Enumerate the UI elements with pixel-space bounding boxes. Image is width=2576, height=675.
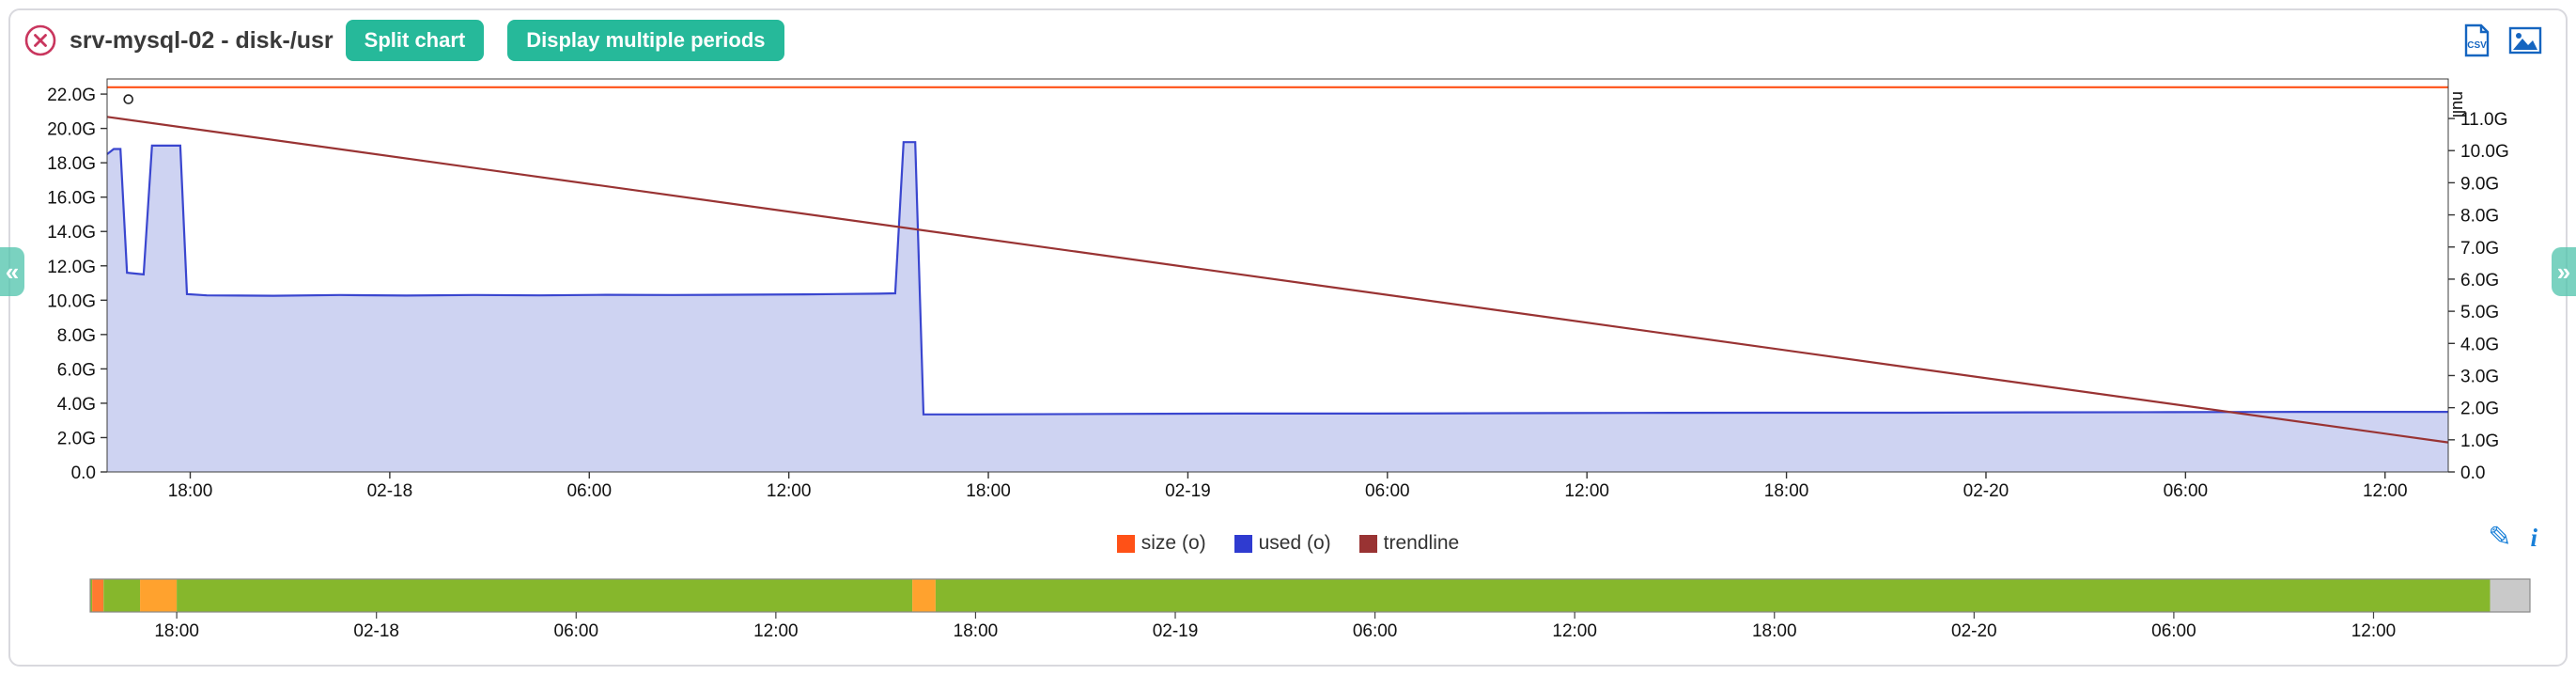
plot-frame (106, 78, 2449, 473)
minimap-bar[interactable] (89, 578, 2531, 613)
svg-text:18:00: 18:00 (966, 481, 1011, 501)
svg-text:4.0G: 4.0G (57, 395, 96, 415)
svg-text:2.0G: 2.0G (2460, 400, 2499, 419)
svg-text:1.0G: 1.0G (2460, 432, 2499, 451)
svg-text:3.0G: 3.0G (2460, 367, 2499, 386)
edit-icon[interactable]: ✎ (2488, 522, 2512, 553)
svg-text:18.0G: 18.0G (47, 154, 96, 174)
svg-text:6.0G: 6.0G (2460, 271, 2499, 290)
next-period-button[interactable]: » (2552, 247, 2576, 296)
axes: 0.0 2.0G 4.0G 6.0G 8.0G 10.0G 12.0G 14.0G 16.0G 1… (47, 86, 2509, 501)
svg-text:11.0G: 11.0G (2460, 110, 2507, 130)
svg-text:06:00: 06:00 (554, 621, 599, 641)
svg-text:18:00: 18:00 (168, 481, 213, 501)
info-icon[interactable]: i (2530, 524, 2537, 552)
svg-text:18:00: 18:00 (1752, 621, 1797, 641)
export-toolbar: CSV (2460, 23, 2543, 58)
chart-canvas[interactable]: 0.0 2.0G 4.0G 6.0G 8.0G 10.0G 12.0G 14.0G 16.0G 1… (10, 10, 2566, 665)
prev-period-button[interactable]: « (0, 247, 24, 296)
size-swatch (1116, 534, 1135, 553)
header: srv-mysql-02 - disk-/usr Split chart Dis… (23, 20, 784, 61)
legend-item-used: used (o) (1234, 532, 1331, 555)
svg-text:02-18: 02-18 (367, 481, 413, 501)
image-export-icon[interactable] (2507, 24, 2543, 56)
csv-export-icon[interactable]: CSV (2460, 23, 2492, 58)
trendline-swatch (1358, 534, 1377, 553)
svg-text:8.0G: 8.0G (2460, 207, 2499, 227)
null-label: null (2449, 91, 2468, 118)
svg-text:02-19: 02-19 (1153, 621, 1199, 641)
svg-text:02-20: 02-20 (1963, 481, 2010, 501)
svg-text:12:00: 12:00 (753, 621, 799, 641)
svg-text:02-18: 02-18 (353, 621, 399, 641)
legend-item-size: size (o) (1116, 532, 1206, 555)
display-multiple-periods-button[interactable]: Display multiple periods (507, 20, 784, 61)
svg-text:06:00: 06:00 (566, 481, 612, 501)
o-marker (123, 94, 133, 104)
svg-text:18:00: 18:00 (154, 621, 199, 641)
svg-text:12:00: 12:00 (2363, 481, 2408, 501)
svg-text:18:00: 18:00 (1764, 481, 1809, 501)
svg-text:12:00: 12:00 (1552, 621, 1597, 641)
close-icon[interactable] (23, 24, 57, 57)
chart-panel: 0.0 2.0G 4.0G 6.0G 8.0G 10.0G 12.0G 14.0G 16.0G 1… (0, 8, 2576, 667)
svg-text:8.0G: 8.0G (57, 326, 96, 346)
svg-text:06:00: 06:00 (1353, 621, 1398, 641)
svg-text:5.0G: 5.0G (2460, 303, 2499, 322)
legend-label-trendline: trendline (1383, 532, 1460, 554)
svg-text:02-20: 02-20 (1951, 621, 1997, 641)
svg-text:06:00: 06:00 (2151, 621, 2196, 641)
svg-text:0.0: 0.0 (71, 463, 96, 483)
svg-text:14.0G: 14.0G (47, 223, 96, 243)
svg-text:10.0G: 10.0G (47, 291, 96, 311)
svg-text:0.0: 0.0 (2460, 463, 2485, 483)
svg-text:7.0G: 7.0G (2460, 239, 2499, 259)
svg-text:4.0G: 4.0G (2460, 335, 2499, 354)
split-chart-button[interactable]: Split chart (345, 20, 485, 61)
svg-text:16.0G: 16.0G (47, 189, 96, 209)
svg-text:06:00: 06:00 (2164, 481, 2209, 501)
legend: size (o) used (o) trendline (10, 532, 2566, 555)
chart-actions: ✎ i (2488, 522, 2541, 553)
svg-text:CSV: CSV (2467, 40, 2487, 51)
svg-text:6.0G: 6.0G (57, 360, 96, 380)
svg-text:22.0G: 22.0G (47, 86, 96, 105)
legend-label-size: size (o) (1141, 532, 1206, 554)
svg-text:12.0G: 12.0G (47, 258, 96, 277)
svg-text:2.0G: 2.0G (57, 429, 96, 448)
svg-text:06:00: 06:00 (1365, 481, 1410, 501)
page-title: srv-mysql-02 - disk-/usr (70, 26, 334, 54)
minimap-axis: 18:00 02-18 06:00 12:00 18:00 02-19 06:00 12:00… (154, 612, 2396, 641)
legend-label-used: used (o) (1258, 532, 1331, 554)
used-swatch (1234, 534, 1252, 553)
svg-text:18:00: 18:00 (954, 621, 999, 641)
svg-text:12:00: 12:00 (2351, 621, 2397, 641)
svg-text:20.0G: 20.0G (47, 120, 96, 140)
plot-series (106, 86, 2449, 472)
svg-text:10.0G: 10.0G (2460, 142, 2509, 162)
svg-text:12:00: 12:00 (767, 481, 812, 501)
svg-text:02-19: 02-19 (1165, 481, 1211, 501)
svg-text:12:00: 12:00 (1564, 481, 1609, 501)
svg-text:9.0G: 9.0G (2460, 174, 2499, 194)
legend-item-trendline: trendline (1358, 532, 1460, 555)
